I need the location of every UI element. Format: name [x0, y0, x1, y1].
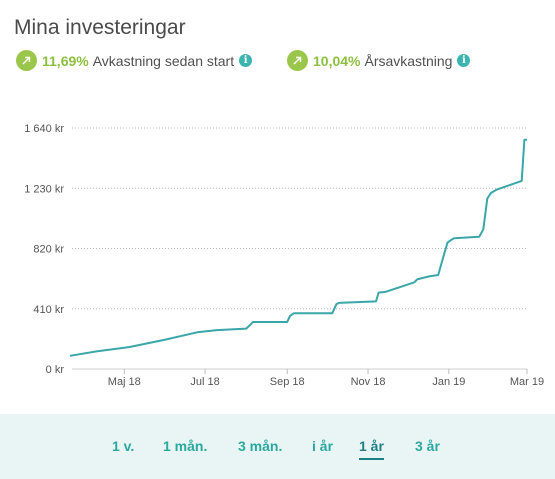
- range-tab[interactable]: 1 mån.: [163, 438, 208, 454]
- y-tick-label: 0 kr: [46, 364, 65, 376]
- time-range-tabs: 1 v. 1 mån. 3 mån. i år 1 år 3 år: [0, 438, 555, 468]
- info-icon[interactable]: i: [457, 54, 471, 67]
- page-title: Mina investeringar: [14, 16, 186, 39]
- x-tick-label: Maj 18: [108, 376, 141, 388]
- range-tab[interactable]: 3 år: [415, 438, 440, 454]
- series-line: [69, 138, 527, 357]
- total-return-label: Avkastning sedan start: [92, 52, 235, 69]
- total-return-value: 11,69%: [42, 52, 89, 69]
- x-tick-label: Sep 18: [270, 376, 305, 388]
- y-tick-label: 820 kr: [33, 244, 64, 256]
- arrow-up-right-icon: [16, 50, 37, 71]
- stat-total-return: 11,69% Avkastning sedan start i: [16, 50, 253, 71]
- info-icon[interactable]: i: [239, 54, 253, 67]
- annual-return-label: Årsavkastning: [364, 52, 453, 69]
- arrow-up-right-icon: [287, 50, 308, 71]
- portfolio-chart[interactable]: 0 kr 410 kr 820 kr 1 230 kr 1 640 kr Maj 18 Ju…: [0, 110, 555, 400]
- y-tick-label: 1 230 kr: [24, 183, 64, 195]
- y-tick-label: 410 kr: [33, 304, 64, 316]
- x-tick-label: Jan 19: [432, 376, 465, 388]
- time-range-bar: 1 v. 1 mån. 3 mån. i år 1 år 3 år: [0, 414, 555, 479]
- range-tab[interactable]: i år: [312, 438, 334, 454]
- range-tab[interactable]: 1 v.: [112, 438, 135, 454]
- annual-return-value: 10,04%: [313, 52, 361, 69]
- stat-annual-return: 10,04% Årsavkastning i: [287, 50, 471, 71]
- x-tick-label: Jul 18: [190, 376, 219, 388]
- range-tab[interactable]: 1 år: [359, 438, 384, 460]
- x-tick-label: Mar 19: [510, 376, 544, 388]
- range-tab[interactable]: 3 mån.: [238, 438, 283, 454]
- x-tick-label: Nov 18: [351, 376, 386, 388]
- y-tick-label: 1 640 kr: [24, 123, 64, 135]
